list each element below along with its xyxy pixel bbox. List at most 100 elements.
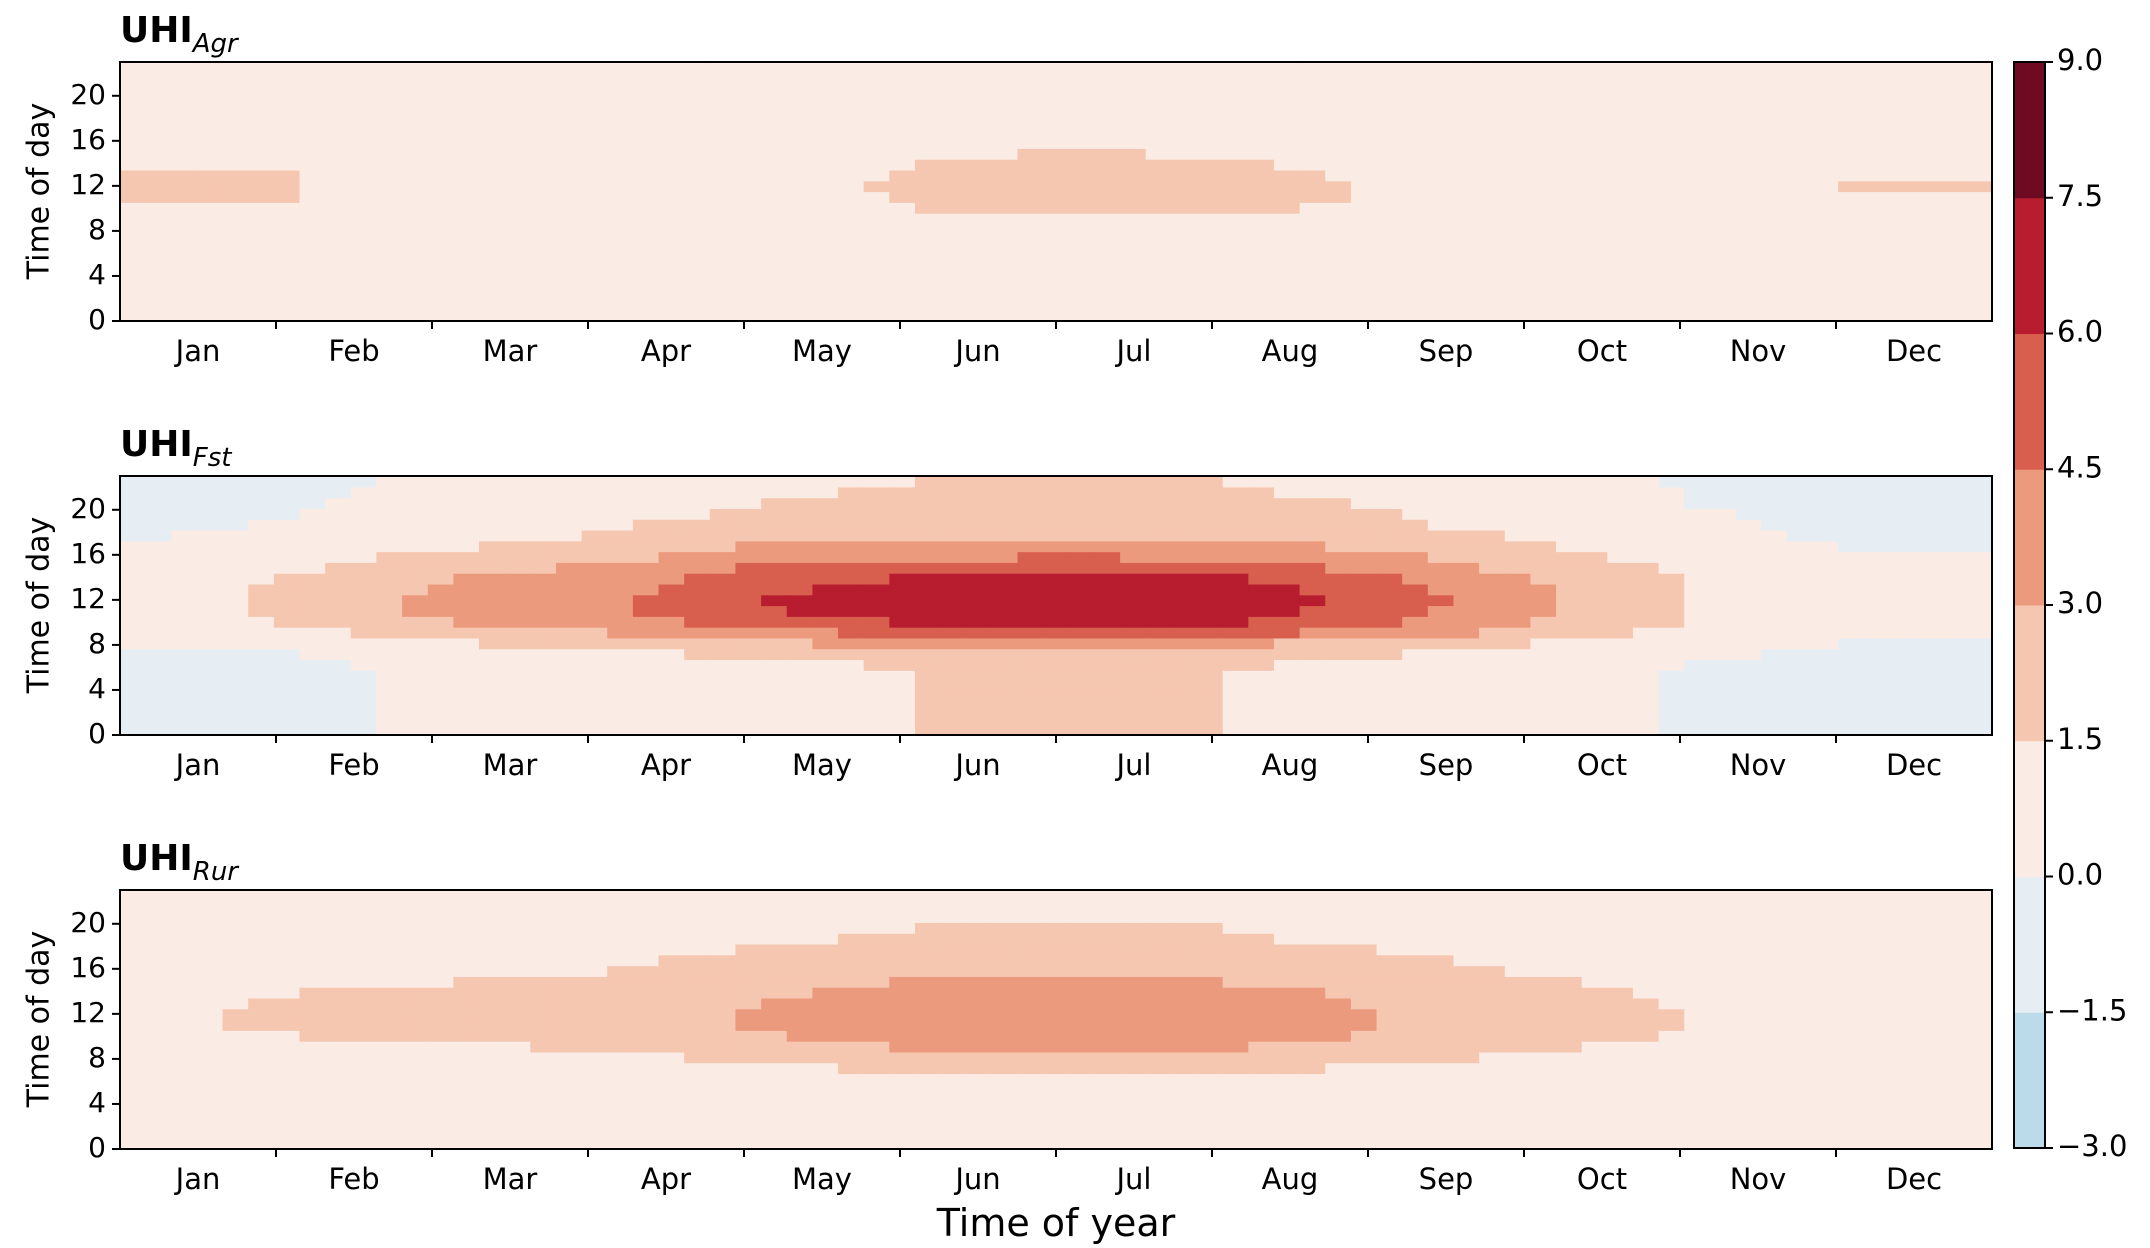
heatmap-cell — [1197, 1073, 1224, 1085]
heatmap-cell — [171, 180, 198, 193]
heatmap-cell — [632, 126, 660, 139]
heatmap-cell — [273, 310, 301, 321]
heatmap-cell — [1325, 299, 1352, 311]
heatmap-cell — [581, 115, 608, 128]
heatmap-cell — [632, 954, 660, 967]
heatmap-cell — [171, 943, 198, 956]
heatmap-cell — [504, 605, 531, 617]
heatmap-cell — [966, 1127, 993, 1139]
heatmap-cell — [735, 540, 762, 553]
heatmap-cell — [1197, 1019, 1224, 1031]
heatmap-cell — [914, 202, 942, 214]
heatmap-cell — [1530, 594, 1557, 607]
heatmap-cell — [196, 616, 224, 628]
heatmap-cell — [1684, 277, 1711, 290]
heatmap-cell — [914, 115, 942, 128]
heatmap-cell — [453, 965, 480, 977]
heatmap-cell — [325, 713, 352, 725]
heatmap-cell — [402, 911, 429, 923]
heatmap-cell — [1863, 94, 1891, 106]
heatmap-cell — [1838, 245, 1865, 257]
heatmap-cell — [684, 137, 711, 149]
heatmap-cell — [1786, 476, 1814, 488]
heatmap-cell — [735, 997, 762, 1010]
heatmap-cell — [735, 551, 762, 563]
heatmap-cell — [812, 519, 839, 531]
heatmap-cell — [1889, 169, 1916, 182]
heatmap-cell — [1427, 648, 1455, 661]
heatmap-cell — [914, 62, 942, 74]
heatmap-cell — [914, 1105, 942, 1118]
heatmap-cell — [145, 943, 172, 956]
heatmap-cell — [1453, 922, 1480, 934]
heatmap-cell — [299, 681, 326, 693]
heatmap-cell — [120, 223, 147, 236]
heatmap-cell — [325, 169, 352, 182]
heatmap-cell — [1094, 922, 1121, 934]
heatmap-cell — [1761, 288, 1788, 301]
heatmap-cell — [1350, 1116, 1378, 1129]
heatmap-cell — [1453, 1073, 1480, 1085]
heatmap-cell — [171, 1019, 198, 1031]
heatmap-cell — [453, 94, 480, 106]
heatmap-cell — [504, 713, 531, 725]
heatmap-cell — [145, 277, 172, 290]
heatmap-cell — [709, 648, 737, 661]
heatmap-cell — [222, 1127, 249, 1139]
heatmap-cell — [222, 94, 249, 106]
heatmap-cell — [1530, 148, 1557, 160]
heatmap-cell — [1273, 670, 1301, 682]
heatmap-cell — [376, 637, 403, 650]
heatmap-cell — [145, 508, 172, 520]
heatmap-cell — [1530, 648, 1557, 661]
heatmap-cell — [1376, 486, 1403, 499]
heatmap-cell — [1427, 288, 1455, 301]
heatmap-cell — [1120, 702, 1147, 715]
heatmap-cell — [248, 900, 275, 913]
heatmap-cell — [632, 191, 660, 203]
heatmap-cell — [863, 288, 890, 301]
heatmap-cell — [1504, 670, 1532, 682]
heatmap-cell — [786, 1019, 813, 1031]
heatmap-cell — [863, 659, 890, 671]
heatmap-cell — [1197, 62, 1224, 74]
heatmap-cell — [1325, 137, 1352, 149]
heatmap-cell — [504, 1084, 531, 1096]
heatmap-cell — [1197, 519, 1224, 531]
heatmap-cell — [1222, 223, 1249, 236]
heatmap-cell — [402, 256, 429, 268]
heatmap-cell — [1889, 497, 1916, 509]
heatmap-cell — [1068, 583, 1096, 596]
heatmap-cell — [325, 691, 352, 704]
heatmap-cell — [709, 1051, 737, 1064]
heatmap-cell — [1248, 94, 1275, 106]
heatmap-cell — [1607, 1008, 1634, 1021]
heatmap-cell — [299, 583, 326, 596]
heatmap-cell — [914, 627, 942, 639]
heatmap-cell — [1453, 191, 1480, 203]
heatmap-cell — [555, 1073, 583, 1085]
heatmap-cell — [530, 180, 557, 193]
heatmap-cell — [479, 594, 506, 607]
heatmap-cell — [299, 137, 326, 149]
heatmap-cell — [453, 1084, 480, 1096]
heatmap-cell — [1017, 1127, 1044, 1139]
heatmap-cell — [761, 299, 788, 311]
heatmap-cell — [248, 1127, 275, 1139]
heatmap-cell — [248, 616, 275, 628]
heatmap-cell — [1658, 551, 1685, 563]
heatmap-cell — [196, 486, 224, 499]
heatmap-cell — [1171, 310, 1198, 321]
heatmap-cell — [1427, 529, 1455, 542]
heatmap-cell — [914, 616, 942, 628]
heatmap-cell — [1427, 911, 1455, 923]
heatmap-cell — [1479, 94, 1506, 106]
heatmap-cell — [145, 954, 172, 967]
heatmap-cell — [966, 976, 993, 988]
heatmap-cell — [1222, 476, 1249, 488]
heatmap-cell — [914, 900, 942, 913]
heatmap-cell — [786, 1030, 813, 1042]
heatmap-cell — [299, 245, 326, 257]
heatmap-cell — [1222, 137, 1249, 149]
heatmap-cell — [120, 202, 147, 214]
